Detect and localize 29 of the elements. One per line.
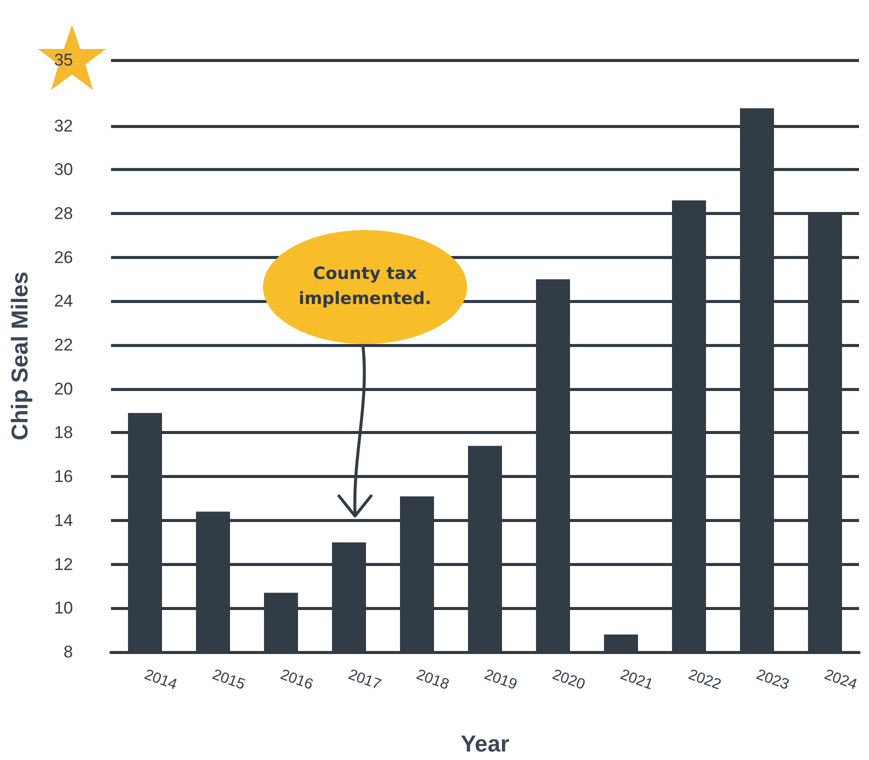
y-tick-label: 8: [64, 642, 73, 662]
x-tick-label: 2019: [482, 666, 520, 694]
y-tick-label: 24: [54, 292, 73, 311]
callout-bubble: County tax implemented.: [263, 230, 467, 344]
x-tick-label: 2016: [278, 666, 316, 694]
y-tick-label: 16: [54, 467, 73, 486]
y-axis-title: Chip Seal Miles: [6, 272, 32, 440]
y-tick-label: 32: [54, 116, 73, 136]
annotation: County tax implemented.: [298, 263, 432, 311]
x-tick-label: 2015: [210, 666, 248, 694]
y-tick-label: 14: [54, 510, 73, 530]
x-tick-label: 2018: [414, 666, 452, 694]
y-tick-label: 10: [54, 598, 73, 618]
y-tick-label: 28: [54, 204, 73, 223]
y-tick-label: 20: [54, 379, 73, 398]
x-tick-label: 2022: [686, 666, 724, 694]
x-tick-label: 2020: [550, 666, 588, 694]
x-tick-label: 2014: [142, 666, 180, 694]
y-tick-label: 30: [54, 160, 73, 180]
x-tick-label: 2017: [346, 666, 384, 694]
x-tick-label: 2021: [618, 666, 656, 694]
x-tick-label: 2023: [754, 666, 792, 694]
x-axis-title: Year: [460, 730, 510, 756]
y-tick-label: 35: [54, 50, 73, 70]
y-tick-label: 12: [54, 554, 73, 574]
x-tick-label: 2024: [822, 666, 860, 694]
y-tick-label: 26: [54, 248, 73, 267]
y-tick-label: 18: [54, 423, 73, 442]
y-tick-label: 22: [54, 336, 73, 355]
